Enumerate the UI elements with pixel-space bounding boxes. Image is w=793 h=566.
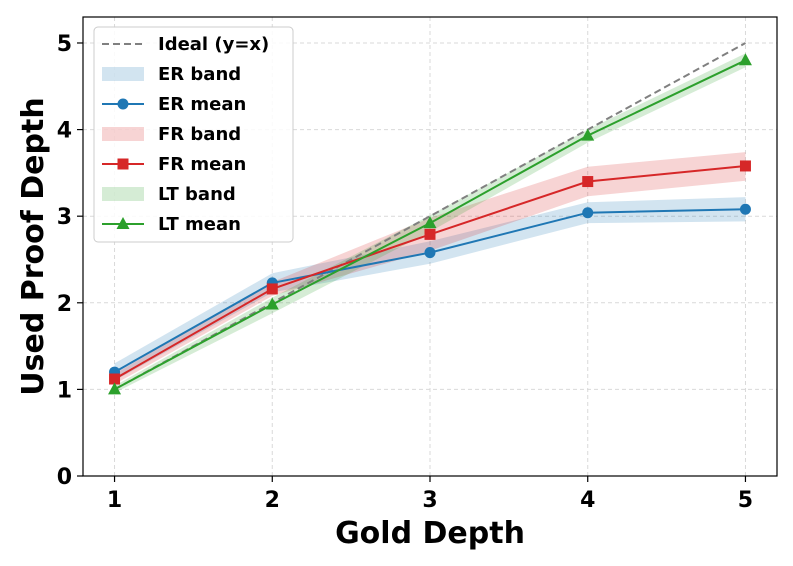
lt-point bbox=[265, 297, 279, 310]
fr-point bbox=[266, 283, 278, 295]
lt-point bbox=[738, 53, 752, 66]
x-tick-label: 1 bbox=[107, 488, 122, 513]
legend-label: LT mean bbox=[158, 214, 241, 235]
legend-label: ER band bbox=[158, 64, 241, 85]
legend-label: Ideal (y=x) bbox=[158, 34, 269, 55]
y-tick-label: 3 bbox=[57, 205, 72, 230]
ideal-line bbox=[114, 42, 746, 391]
er-band bbox=[114, 197, 746, 381]
x-axis-label: Gold Depth bbox=[335, 516, 525, 551]
x-tick-label: 2 bbox=[265, 488, 280, 513]
legend-er-band-swatch bbox=[102, 67, 144, 81]
x-tick-label: 4 bbox=[580, 488, 595, 513]
fr-point bbox=[582, 176, 594, 188]
x-tick-label: 5 bbox=[738, 488, 753, 513]
series-markers bbox=[108, 53, 752, 395]
legend-label: FR band bbox=[158, 124, 241, 145]
y-tick-label: 4 bbox=[57, 119, 72, 144]
legend-fr-marker bbox=[117, 158, 129, 170]
legend-fr-band-swatch bbox=[102, 127, 144, 141]
y-axis-label: Used Proof Depth bbox=[16, 97, 51, 395]
legend-box bbox=[93, 26, 294, 243]
lt-point bbox=[423, 216, 437, 229]
legend-lt-band-swatch bbox=[102, 187, 144, 201]
fr-point bbox=[739, 160, 751, 172]
axis-ticks: 0 1 2 3 4 5 1 2 3 4 5 bbox=[57, 32, 753, 513]
y-tick-label: 0 bbox=[57, 465, 72, 490]
legend-label: LT band bbox=[158, 184, 236, 205]
fr-point bbox=[109, 373, 121, 385]
er-point bbox=[739, 203, 751, 215]
legend: Ideal (y=x) ER band ER mean FR band FR mean L… bbox=[93, 26, 294, 243]
er-point bbox=[582, 207, 594, 219]
fr-band bbox=[114, 152, 746, 385]
y-tick-label: 1 bbox=[57, 378, 72, 403]
y-tick-label: 5 bbox=[57, 32, 72, 57]
lt-point bbox=[581, 128, 595, 141]
fr-point bbox=[424, 228, 436, 240]
lt-point bbox=[108, 382, 122, 395]
legend-label: ER mean bbox=[158, 94, 246, 115]
x-tick-label: 3 bbox=[422, 488, 437, 513]
y-tick-label: 2 bbox=[57, 292, 72, 317]
legend-er-marker bbox=[117, 98, 129, 110]
legend-label: FR mean bbox=[158, 154, 246, 175]
er-point bbox=[424, 247, 436, 259]
legend-lt-marker bbox=[116, 217, 130, 229]
